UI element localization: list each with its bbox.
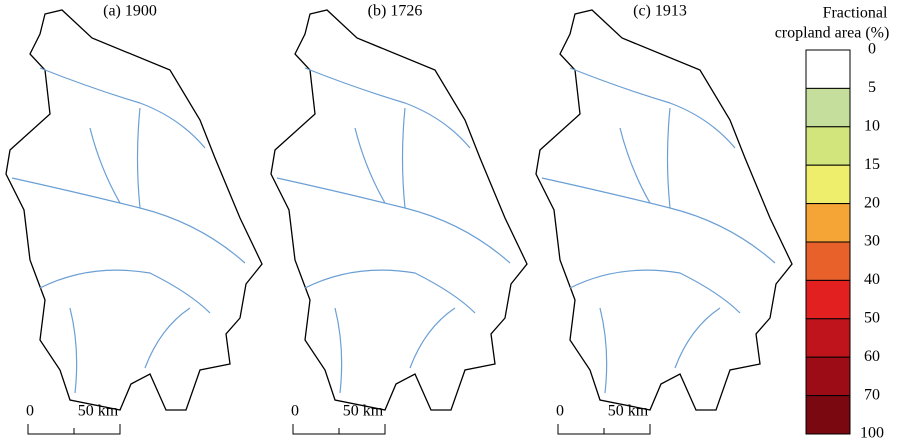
scale-end: 50 km [343, 403, 384, 420]
region-map [5, 9, 263, 411]
legend-swatch [805, 318, 851, 358]
legend-swatch [805, 241, 851, 281]
map-panel: (b) 1726 0 50 km [270, 3, 528, 435]
legend-tick-label: 50 [864, 309, 880, 326]
scale-start: 0 [26, 403, 34, 420]
region-map [535, 9, 793, 411]
scale-end: 50 km [608, 403, 649, 420]
scale-bar [557, 424, 651, 435]
scale-end: 50 km [78, 403, 119, 420]
legend-swatch [805, 395, 851, 435]
panel-title: (b) 1726 [368, 3, 423, 20]
legend-tick-label: 100 [860, 425, 884, 442]
legend-tick-label: 0 [868, 41, 876, 58]
legend-tick-label: 10 [864, 117, 880, 134]
scale-bar [27, 424, 121, 435]
map-panel: (a) 1900 0 50 km [5, 3, 263, 435]
legend-swatch [805, 126, 851, 166]
legend-tick-label: 20 [864, 194, 880, 211]
scale-start: 0 [556, 403, 564, 420]
legend-swatch [805, 87, 851, 128]
map-panel: (c) 1913 0 50 km [535, 3, 793, 435]
legend-tick-label: 15 [864, 156, 880, 173]
legend-tick-label: 40 [864, 271, 880, 288]
legend-title: Fractional [823, 5, 888, 22]
panel-title: (c) 1913 [633, 3, 687, 20]
scale-bar [292, 424, 386, 435]
legend-swatch [805, 203, 851, 243]
legend-swatch [805, 279, 851, 320]
legend-swatch [805, 356, 851, 397]
legend-tick-label: 30 [864, 233, 880, 250]
legend-tick-label: 5 [868, 79, 876, 96]
legend-title: cropland area (%) [775, 25, 890, 42]
legend-tick-label: 60 [864, 348, 880, 365]
scale-start: 0 [291, 403, 299, 420]
panel-title: (a) 1900 [103, 3, 157, 20]
legend-swatch [805, 49, 851, 89]
legend-swatch [805, 164, 851, 205]
legend-tick-label: 70 [864, 386, 880, 403]
region-map [270, 9, 528, 411]
